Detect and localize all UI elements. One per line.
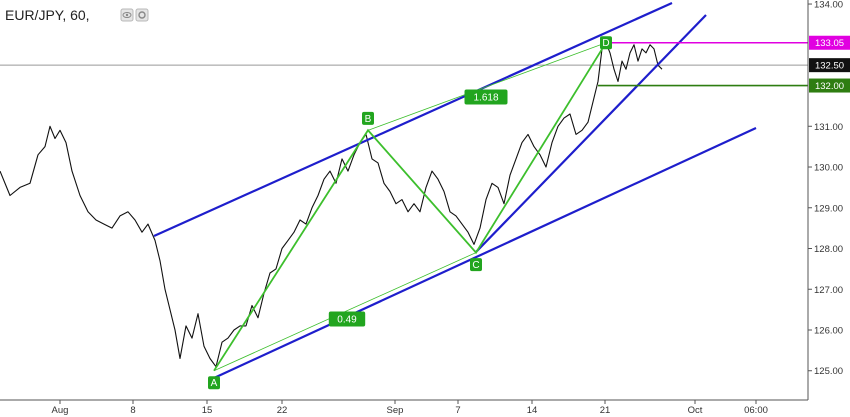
channel-lower-line[interactable]: [213, 127, 757, 379]
x-tick-label: 7: [455, 405, 460, 416]
point-label-box: [470, 258, 482, 272]
y-tick-label: 125.00: [814, 366, 843, 377]
y-tick-label: 134.00: [814, 0, 843, 11]
y-tick-label: 131.00: [814, 122, 843, 133]
symbol-title: EUR/JPY, 60,: [5, 7, 90, 23]
price-tag-box: [809, 78, 850, 93]
point-label-text: A: [211, 378, 218, 389]
x-tick-label: 8: [130, 405, 135, 416]
point-label-text: C: [472, 260, 479, 271]
ratio-label[interactable]: 0.49: [328, 311, 366, 327]
point-label-box: [208, 376, 220, 390]
point-label-a[interactable]: A: [208, 376, 220, 390]
x-tick-label: Oct: [688, 405, 703, 416]
ratio-label-box: [328, 311, 366, 327]
y-tick-label: 126.00: [814, 325, 843, 336]
eye-icon[interactable]: [120, 8, 134, 22]
trend-line-cd[interactable]: [475, 14, 707, 253]
point-label-c[interactable]: C: [470, 258, 482, 272]
x-tick-label: Sep: [387, 405, 404, 416]
price-tag-text: 132.50: [815, 61, 844, 72]
x-tick-label: 22: [277, 405, 288, 416]
x-tick-label: 21: [600, 405, 611, 416]
ratio-line-bd: [367, 42, 607, 131]
point-label-text: B: [365, 114, 372, 125]
y-tick-label: 129.00: [814, 203, 843, 214]
ratio-label-text: 0.49: [337, 315, 357, 326]
price-tag-box: [809, 35, 850, 50]
point-label-b[interactable]: B: [362, 111, 374, 125]
plot-area[interactable]: A B C D 1.618 0.49: [0, 1, 808, 390]
settings-icon[interactable]: [135, 8, 149, 22]
y-tick-label: 130.00: [814, 163, 843, 174]
x-tick-label: Aug: [52, 405, 69, 416]
ratio-label[interactable]: 1.618: [464, 89, 508, 105]
chart-header: EUR/JPY, 60,: [5, 7, 149, 23]
y-tick-label: 127.00: [814, 285, 843, 296]
point-label-box: [362, 111, 374, 125]
price-tag-box: [809, 58, 850, 73]
ratio-label-box: [464, 89, 508, 105]
price-tag: 132.00: [809, 78, 850, 93]
point-label-d[interactable]: D: [600, 36, 612, 50]
y-axis[interactable]: 125.00 126.00 127.00 128.00 129.00 130.00 131.…: [807, 0, 850, 400]
channel-upper-line[interactable]: [153, 1, 673, 238]
x-axis[interactable]: Aug 8 15 22 Sep 7 14 21 Oct 06:00: [0, 399, 808, 416]
point-label-box: [600, 36, 612, 50]
abcd-pattern-line[interactable]: [213, 42, 607, 372]
x-tick-label: 15: [202, 405, 213, 416]
ratio-label-text: 1.618: [473, 93, 498, 104]
price-tag-text: 133.05: [815, 38, 844, 49]
price-tag: 133.05: [809, 35, 850, 50]
price-tag: 132.50: [809, 58, 850, 73]
point-label-text: D: [602, 38, 609, 49]
x-tick-label: 14: [527, 405, 538, 416]
y-tick-label: 128.00: [814, 244, 843, 255]
price-tag-text: 132.00: [815, 81, 844, 92]
x-tick-label: 06:00: [744, 405, 768, 416]
